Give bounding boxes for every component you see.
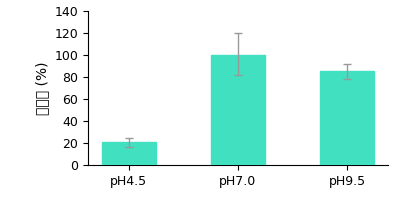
- Bar: [211, 55, 265, 165]
- Bar: [320, 71, 374, 165]
- Y-axis label: 発光値 (%): 発光値 (%): [35, 61, 49, 115]
- Bar: [102, 142, 156, 165]
